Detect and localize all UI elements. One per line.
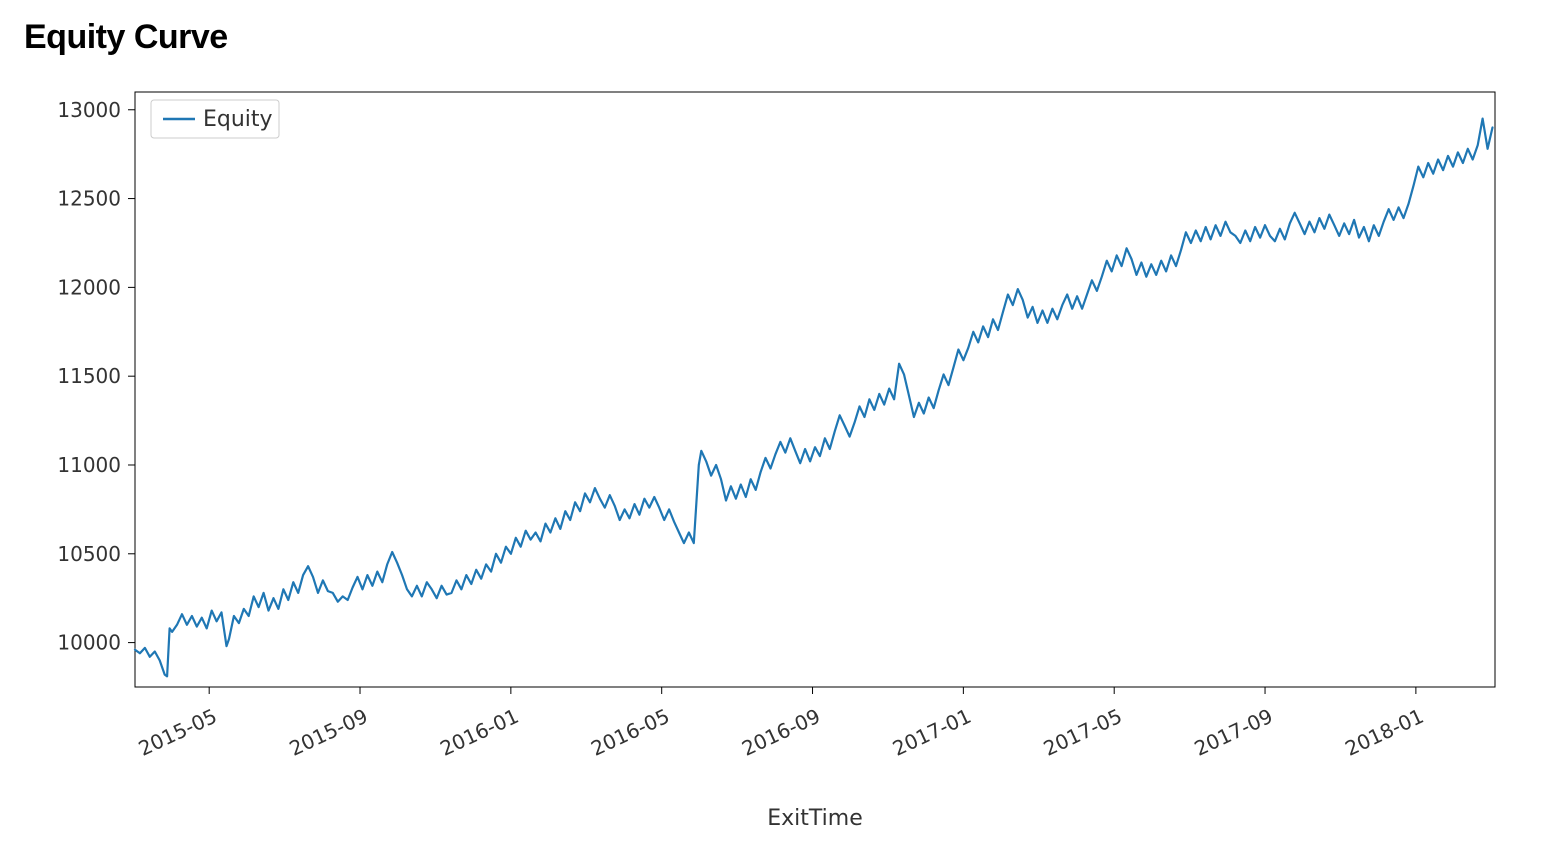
- chart-svg: 10000 10500 11000 11500 12000 12500 13000 2015-…: [20, 67, 1520, 837]
- page-root: Equity Curve 10000 10500 11000 11500 12000 12…: [0, 0, 1556, 850]
- equity-line: [135, 119, 1493, 677]
- x-axis: 2015-05 2015-09 2016-01 2016-05 2016-09 2017-…: [135, 687, 1428, 761]
- y-tick-label: 11000: [57, 453, 121, 477]
- y-tick-label: 12000: [57, 275, 121, 299]
- y-tick-label: 12500: [57, 187, 121, 211]
- y-tick-label: 11500: [57, 364, 121, 388]
- x-tick-label: 2016-05: [587, 704, 673, 761]
- x-tick-label: 2015-09: [286, 704, 372, 761]
- x-tick-label: 2018-01: [1341, 704, 1427, 761]
- x-axis-label: ExitTime: [767, 806, 863, 831]
- plot-border: [135, 92, 1495, 687]
- y-axis: 10000 10500 11000 11500 12000 12500 13000: [57, 98, 135, 655]
- equity-chart: 10000 10500 11000 11500 12000 12500 13000 2015-…: [20, 67, 1520, 837]
- x-tick-label: 2017-09: [1191, 704, 1277, 761]
- x-tick-label: 2016-01: [436, 704, 522, 761]
- y-tick-label: 10500: [57, 542, 121, 566]
- y-tick-label: 10000: [57, 631, 121, 655]
- page-title: Equity Curve: [24, 18, 1536, 57]
- x-tick-label: 2017-05: [1040, 704, 1126, 761]
- legend-label: Equity: [203, 107, 273, 132]
- x-tick-label: 2015-05: [135, 704, 221, 761]
- legend: Equity: [151, 100, 279, 138]
- y-tick-label: 13000: [57, 98, 121, 122]
- x-tick-label: 2017-01: [889, 704, 975, 761]
- x-tick-label: 2016-09: [738, 704, 824, 761]
